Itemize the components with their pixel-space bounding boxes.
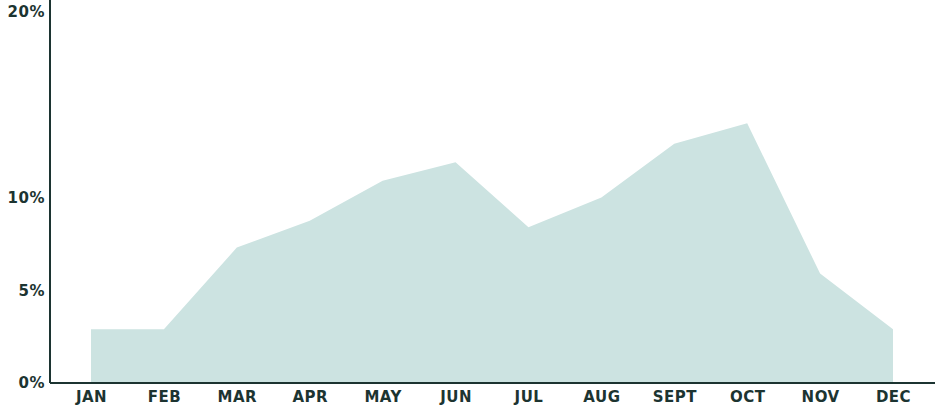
x-tick: DEC (876, 383, 911, 406)
y-tick: 10% (8, 189, 50, 207)
x-tick: SEPT (653, 383, 698, 406)
y-tick-label: 20% (8, 3, 45, 21)
x-tick: JAN (75, 383, 107, 406)
x-tick: MAR (218, 383, 258, 406)
x-axis-line (50, 382, 935, 384)
y-tick: 5% (19, 282, 50, 300)
x-tick-label: JUN (439, 388, 472, 406)
x-tick: JUN (439, 383, 472, 406)
x-tick-label: APR (292, 388, 328, 406)
x-tick-label: SEPT (653, 388, 698, 406)
x-tick: FEB (148, 383, 181, 406)
y-tick-label: 10% (8, 189, 45, 207)
y-tick-label: 5% (19, 282, 45, 300)
y-tick: 0% (19, 374, 50, 392)
x-tick: APR (292, 383, 328, 406)
y-tick-label: 0% (19, 374, 45, 392)
x-tick-label: FEB (148, 388, 181, 406)
x-tick-label: DEC (876, 388, 911, 406)
y-tick: 20% (8, 3, 50, 21)
x-tick-label: OCT (730, 388, 766, 406)
y-axis: 0% 5% 10% 20% (8, 0, 50, 392)
x-tick-label: JUL (514, 388, 544, 406)
area (91, 123, 893, 383)
x-tick: OCT (730, 383, 766, 406)
x-tick-label: MAR (218, 388, 258, 406)
x-tick: JUL (514, 383, 544, 406)
x-axis: JAN FEB MAR APR MAY JUN JUL AUG SEPT OCT NOV DEC (50, 383, 935, 406)
plot-area (91, 123, 893, 383)
x-tick-label: NOV (802, 388, 840, 406)
x-tick: MAY (364, 383, 402, 406)
chart: 0% 5% 10% 20% JAN FEB MAR APR MAY JUN JUL AUG SEPT OC… (0, 0, 935, 410)
x-tick-label: MAY (364, 388, 402, 406)
x-tick: NOV (802, 383, 840, 406)
x-tick-label: AUG (583, 388, 620, 406)
y-axis-line (49, 0, 51, 383)
x-tick: AUG (583, 383, 620, 406)
x-tick-label: JAN (75, 388, 107, 406)
